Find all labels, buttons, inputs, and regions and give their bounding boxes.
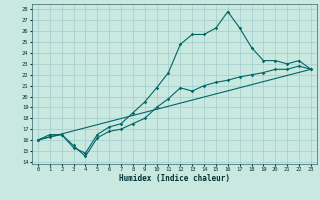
X-axis label: Humidex (Indice chaleur): Humidex (Indice chaleur)	[119, 174, 230, 183]
